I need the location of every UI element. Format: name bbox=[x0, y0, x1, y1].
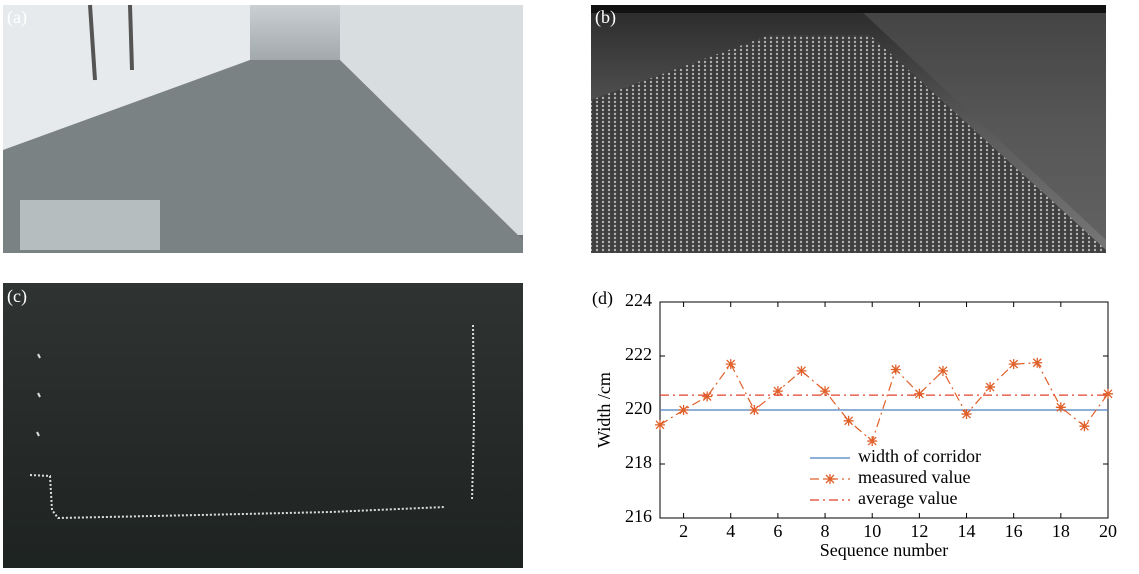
marker bbox=[1079, 421, 1089, 431]
marker bbox=[867, 436, 877, 446]
y-tick-label: 218 bbox=[625, 452, 652, 472]
marker bbox=[655, 420, 665, 430]
marker bbox=[726, 359, 736, 369]
y-tick-label: 224 bbox=[625, 290, 652, 310]
x-tick-label: 2 bbox=[679, 521, 688, 541]
x-tick-label: 18 bbox=[1052, 521, 1070, 541]
panel-label: (c) bbox=[7, 286, 27, 307]
x-tick-label: 10 bbox=[863, 521, 881, 541]
panel-label: (a) bbox=[7, 7, 27, 28]
marker bbox=[985, 382, 995, 392]
y-axis-label: Width /cm bbox=[594, 372, 614, 448]
marker bbox=[914, 389, 924, 399]
marker bbox=[702, 392, 712, 402]
marker bbox=[796, 366, 806, 376]
x-tick-label: 14 bbox=[958, 521, 976, 541]
photo-a bbox=[3, 5, 523, 253]
x-tick-label: 16 bbox=[1005, 521, 1023, 541]
photo-c bbox=[3, 283, 523, 568]
x-axis-label: Sequence number bbox=[820, 540, 948, 560]
series-line bbox=[660, 363, 1108, 441]
legend-label: average value bbox=[858, 488, 957, 508]
y-tick-label: 216 bbox=[625, 506, 652, 526]
marker bbox=[749, 405, 759, 415]
panel-label: (d) bbox=[592, 288, 613, 309]
legend-label: measured value bbox=[858, 467, 970, 487]
photo-b bbox=[591, 5, 1106, 253]
marker bbox=[962, 409, 972, 419]
y-tick-label: 222 bbox=[625, 344, 652, 364]
x-tick-label: 12 bbox=[910, 521, 928, 541]
marker bbox=[679, 405, 689, 415]
x-tick-label: 6 bbox=[773, 521, 782, 541]
marker bbox=[1009, 359, 1019, 369]
page: (a) (b) (c) (d) Sequence number Width /c… bbox=[0, 0, 1139, 574]
marker bbox=[891, 365, 901, 375]
marker bbox=[1032, 358, 1042, 368]
legend-label: width of corridor bbox=[858, 446, 981, 466]
legend-marker bbox=[825, 474, 835, 484]
marker bbox=[1056, 402, 1066, 412]
marker bbox=[1103, 389, 1113, 399]
x-tick-label: 20 bbox=[1099, 521, 1117, 541]
y-tick-label: 220 bbox=[625, 398, 652, 418]
panel-label: (b) bbox=[595, 7, 616, 28]
x-tick-label: 4 bbox=[726, 521, 735, 541]
figure: (a) (b) (c) (d) Sequence number Width /c… bbox=[0, 0, 1139, 569]
marker bbox=[938, 366, 948, 376]
x-tick-label: 8 bbox=[821, 521, 830, 541]
marker bbox=[844, 416, 854, 426]
